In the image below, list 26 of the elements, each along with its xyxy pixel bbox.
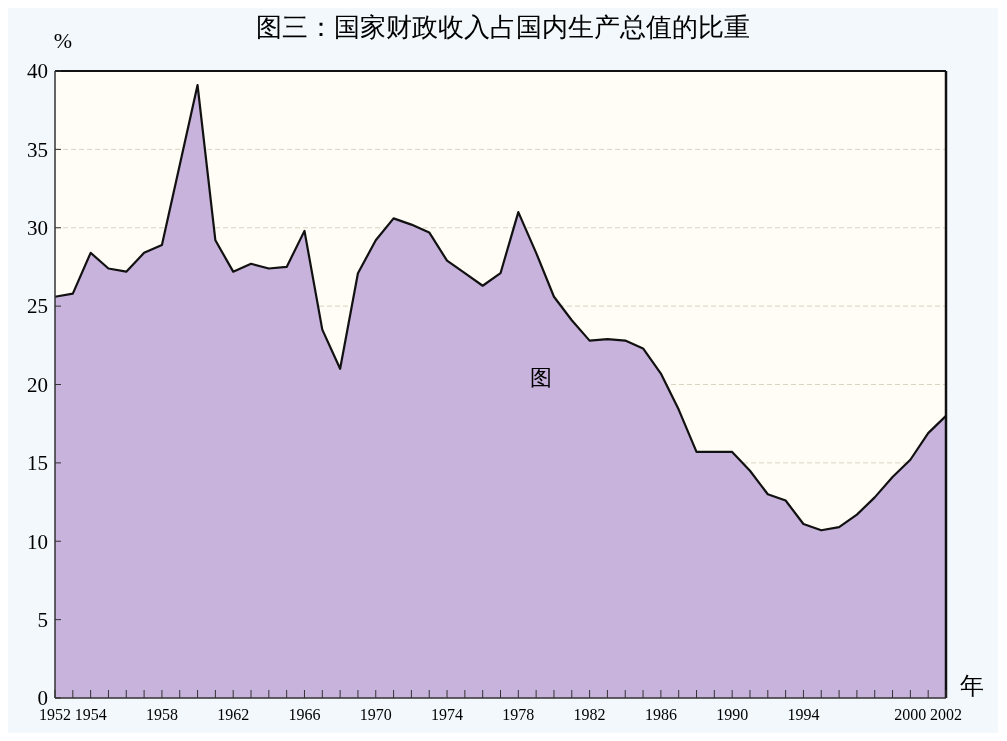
y-axis-title: %	[53, 28, 73, 53]
y-tick-label: 40	[27, 59, 48, 84]
x-tick-label: 1954	[74, 706, 107, 723]
y-tick-label: 25	[27, 294, 48, 319]
x-tick-label: 2002	[930, 706, 962, 723]
x-tick-label: 1978	[502, 706, 535, 723]
y-tick-label: 10	[27, 529, 48, 554]
x-tick-label: 1974	[431, 706, 464, 723]
annotation: 图	[529, 364, 552, 390]
x-tick-label: 1952	[39, 706, 71, 723]
x-tick-label: 2000	[894, 706, 927, 723]
x-tick-label: 1982	[573, 706, 606, 723]
x-tick-label: 1958	[145, 706, 178, 723]
y-tick-label: 5	[37, 607, 48, 632]
x-tick-label: 1986	[644, 706, 677, 723]
x-axis-title: 年	[960, 672, 984, 700]
y-tick-label: 30	[27, 216, 48, 241]
x-tick-label: 1994	[787, 706, 820, 723]
x-tick-label: 1962	[217, 706, 250, 723]
y-tick-label: 20	[27, 372, 48, 397]
x-tick-label: 1990	[716, 706, 749, 723]
x-tick-label: 1970	[359, 706, 392, 723]
y-tick-label: 15	[27, 451, 48, 476]
chart-title: 图三：国家财政收入占国内生产总值的比重	[256, 12, 750, 42]
x-tick-label: 1966	[288, 706, 321, 723]
y-tick-label: 35	[27, 137, 48, 162]
